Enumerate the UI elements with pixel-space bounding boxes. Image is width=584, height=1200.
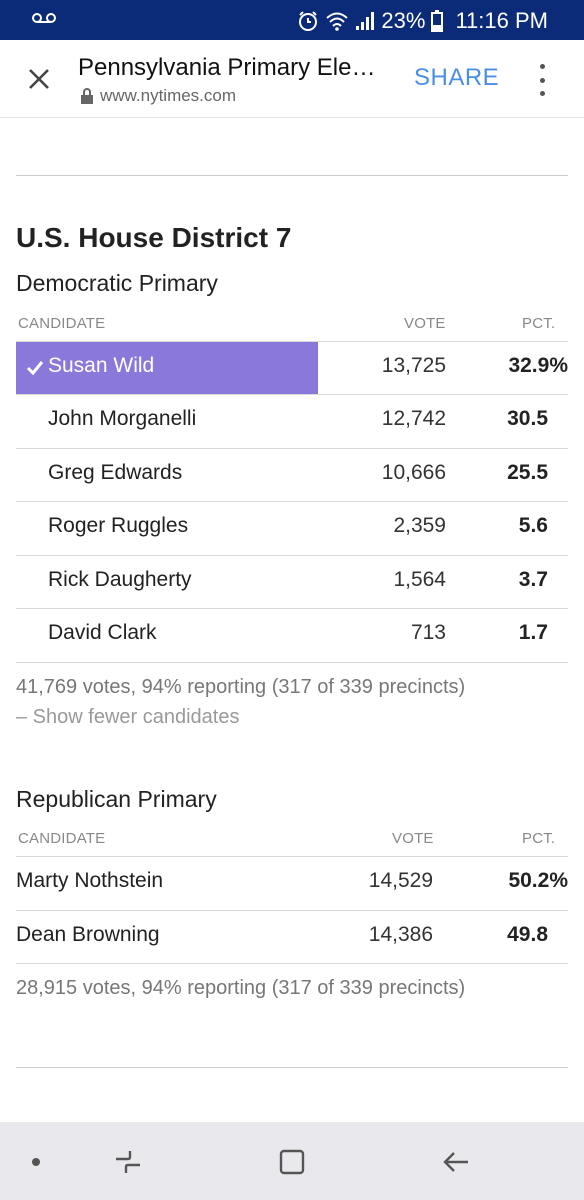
page-title: Pennsylvania Primary Ele… bbox=[78, 54, 376, 81]
winner-highlight bbox=[16, 342, 318, 394]
candidate-pct: 25.5 bbox=[507, 461, 548, 484]
back-arrow-icon bbox=[443, 1152, 468, 1172]
system-nav-bar bbox=[0, 1122, 584, 1200]
status-bar: 23% 11:16 PM bbox=[0, 0, 584, 40]
candidate-votes: 14,529 bbox=[368, 869, 433, 892]
table-row: Marty Nothstein 14,529 50.2% bbox=[16, 856, 568, 909]
candidate-name: David Clark bbox=[48, 621, 157, 644]
table-row: Rick Daugherty 1,564 3.7 bbox=[16, 555, 568, 608]
candidate-votes: 713 bbox=[410, 621, 446, 644]
close-button[interactable] bbox=[20, 60, 58, 98]
race-title: U.S. House District 7 bbox=[16, 222, 292, 253]
candidate-pct: 50.2% bbox=[508, 869, 568, 892]
divider bbox=[16, 175, 568, 176]
status-time: 11:16 PM bbox=[455, 8, 548, 33]
candidate-votes: 13,725 bbox=[381, 354, 446, 377]
close-icon bbox=[29, 69, 49, 89]
republican-primary-title: Republican Primary bbox=[16, 786, 217, 812]
candidate-votes: 2,359 bbox=[393, 514, 446, 537]
divider bbox=[16, 1067, 568, 1068]
signal-icon bbox=[355, 11, 375, 31]
more-options-button[interactable] bbox=[530, 64, 554, 96]
candidate-pct: 3.7 bbox=[518, 568, 548, 591]
lock-icon bbox=[81, 88, 93, 104]
candidate-votes: 10,666 bbox=[381, 461, 446, 484]
url-text: www.nytimes.com bbox=[100, 86, 237, 105]
table-row: Susan Wild 13,725 32.9% bbox=[16, 341, 568, 394]
candidate-votes: 12,742 bbox=[381, 407, 446, 430]
table-row: Dean Browning 14,386 49.8 bbox=[16, 910, 568, 963]
candidate-name: Susan Wild bbox=[48, 354, 155, 377]
table-row: David Clark 713 1.7 bbox=[16, 608, 568, 661]
column-header-candidate: CANDIDATE bbox=[18, 830, 106, 847]
candidate-name: Marty Nothstein bbox=[16, 869, 164, 892]
table-row: John Morganelli 12,742 30.5 bbox=[16, 394, 568, 447]
candidate-votes: 1,564 bbox=[393, 568, 446, 591]
divider bbox=[16, 963, 568, 964]
voicemail-icon bbox=[32, 12, 56, 24]
column-header-pct: PCT. bbox=[522, 830, 556, 847]
candidate-pct: 32.9% bbox=[508, 354, 568, 377]
candidate-name: Rick Daugherty bbox=[48, 568, 192, 591]
candidate-name: Greg Edwards bbox=[48, 461, 183, 484]
candidate-name: John Morganelli bbox=[48, 407, 197, 430]
nav-dot-button[interactable] bbox=[20, 1146, 52, 1178]
dot-icon bbox=[539, 91, 545, 96]
checkmark-icon bbox=[26, 361, 44, 376]
share-button[interactable]: SHARE bbox=[414, 64, 500, 91]
dot-icon bbox=[539, 64, 545, 69]
democratic-primary-title: Democratic Primary bbox=[16, 270, 218, 296]
candidate-pct: 49.8 bbox=[507, 923, 548, 946]
candidate-name: Roger Ruggles bbox=[48, 514, 189, 537]
candidate-pct: 30.5 bbox=[507, 407, 548, 430]
table-row: Roger Ruggles 2,359 5.6 bbox=[16, 501, 568, 554]
democratic-summary: 41,769 votes, 94% reporting (317 of 339 … bbox=[16, 676, 466, 698]
candidate-pct: 5.6 bbox=[518, 514, 548, 537]
divider bbox=[16, 662, 568, 663]
candidate-name: Dean Browning bbox=[16, 923, 160, 946]
dot-icon bbox=[32, 1158, 40, 1166]
alarm-icon bbox=[297, 10, 319, 32]
back-button[interactable] bbox=[440, 1146, 472, 1178]
wifi-icon bbox=[325, 11, 349, 31]
show-fewer-candidates-link[interactable]: – Show fewer candidates bbox=[16, 706, 240, 728]
republican-summary: 28,915 votes, 94% reporting (317 of 339 … bbox=[16, 977, 466, 999]
table-row: Greg Edwards 10,666 25.5 bbox=[16, 448, 568, 501]
dot-icon bbox=[539, 77, 545, 83]
page-url: www.nytimes.com bbox=[80, 86, 236, 106]
column-header-pct: PCT. bbox=[522, 315, 556, 332]
battery-percent: 23% bbox=[381, 8, 426, 33]
column-header-vote: VOTE bbox=[392, 830, 434, 847]
column-header-candidate: CANDIDATE bbox=[18, 315, 106, 332]
home-icon bbox=[279, 1149, 305, 1175]
candidate-votes: 14,386 bbox=[368, 923, 433, 946]
candidate-pct: 1.7 bbox=[518, 621, 548, 644]
recents-button[interactable] bbox=[112, 1146, 144, 1178]
recents-icon bbox=[116, 1151, 140, 1173]
browser-toolbar: Pennsylvania Primary Ele… www.nytimes.co… bbox=[0, 40, 584, 118]
battery-icon bbox=[431, 10, 444, 32]
home-button[interactable] bbox=[276, 1146, 308, 1178]
column-header-vote: VOTE bbox=[404, 315, 446, 332]
